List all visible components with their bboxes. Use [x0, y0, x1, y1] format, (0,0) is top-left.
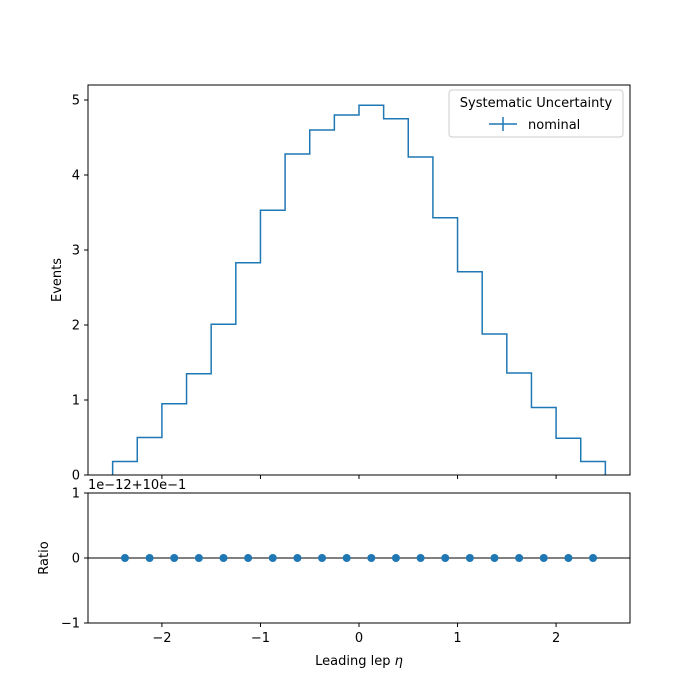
ratio-point	[465, 554, 474, 562]
histogram-series-nominal	[111, 104, 607, 475]
ratio-point	[120, 554, 129, 562]
ratio-x-tick-label: −1	[251, 631, 270, 646]
ratio-point	[219, 554, 228, 562]
ratio-offset-label: 1e−12+10e−1	[88, 478, 186, 493]
ratio-point	[342, 554, 351, 562]
legend-box	[448, 89, 624, 138]
legend-entry-nominal: nominal	[528, 118, 580, 133]
ratio-point	[515, 554, 524, 562]
legend: Systematic Uncertainty nominal	[448, 89, 624, 138]
ratio-point	[194, 554, 203, 562]
ratio-point	[293, 554, 302, 562]
ratio-y-tick-label: −1	[61, 617, 80, 632]
ratio-point	[416, 554, 425, 562]
ratio-point	[441, 554, 450, 562]
ratio-x-tick-label: 0	[355, 631, 363, 646]
main-y-axis-label: Events	[50, 258, 65, 302]
ratio-x-tick-label: 2	[552, 631, 560, 646]
ratio-point	[564, 554, 573, 562]
main-panel: Events Systematic Uncertainty nominal 0 1…	[50, 84, 631, 484]
ratio-point	[539, 554, 548, 562]
ratio-y-axis-label: Ratio	[37, 541, 52, 574]
ratio-point	[170, 554, 179, 562]
ratio-point	[391, 554, 400, 562]
ratio-point	[589, 554, 598, 562]
main-y-tick-label: 3	[72, 244, 80, 259]
main-y-tick-label: 0	[72, 469, 80, 484]
ratio-point	[145, 554, 154, 562]
ratio-point	[367, 554, 376, 562]
ratio-y-tick-label: 0	[72, 552, 80, 567]
main-y-tick-label: 2	[72, 319, 80, 334]
ratio-point	[318, 554, 327, 562]
main-plot-frame	[87, 84, 631, 476]
ratio-point	[244, 554, 253, 562]
ratio-point	[268, 554, 277, 562]
ratio-panel: 1e−12+10e−1 Ratio Leading lep η −1 0 1 −2 −1…	[37, 478, 631, 669]
legend-title: Systematic Uncertainty	[460, 96, 613, 111]
main-y-tick-label: 1	[72, 394, 80, 409]
ratio-x-tick-label: −2	[152, 631, 171, 646]
ratio-point	[490, 554, 499, 562]
main-y-tick-label: 5	[72, 94, 80, 109]
ratio-y-tick-label: 1	[72, 487, 80, 502]
main-y-tick-label: 4	[72, 169, 80, 184]
ratio-x-tick-label: 1	[453, 631, 461, 646]
x-axis-label: Leading lep η	[315, 654, 403, 669]
